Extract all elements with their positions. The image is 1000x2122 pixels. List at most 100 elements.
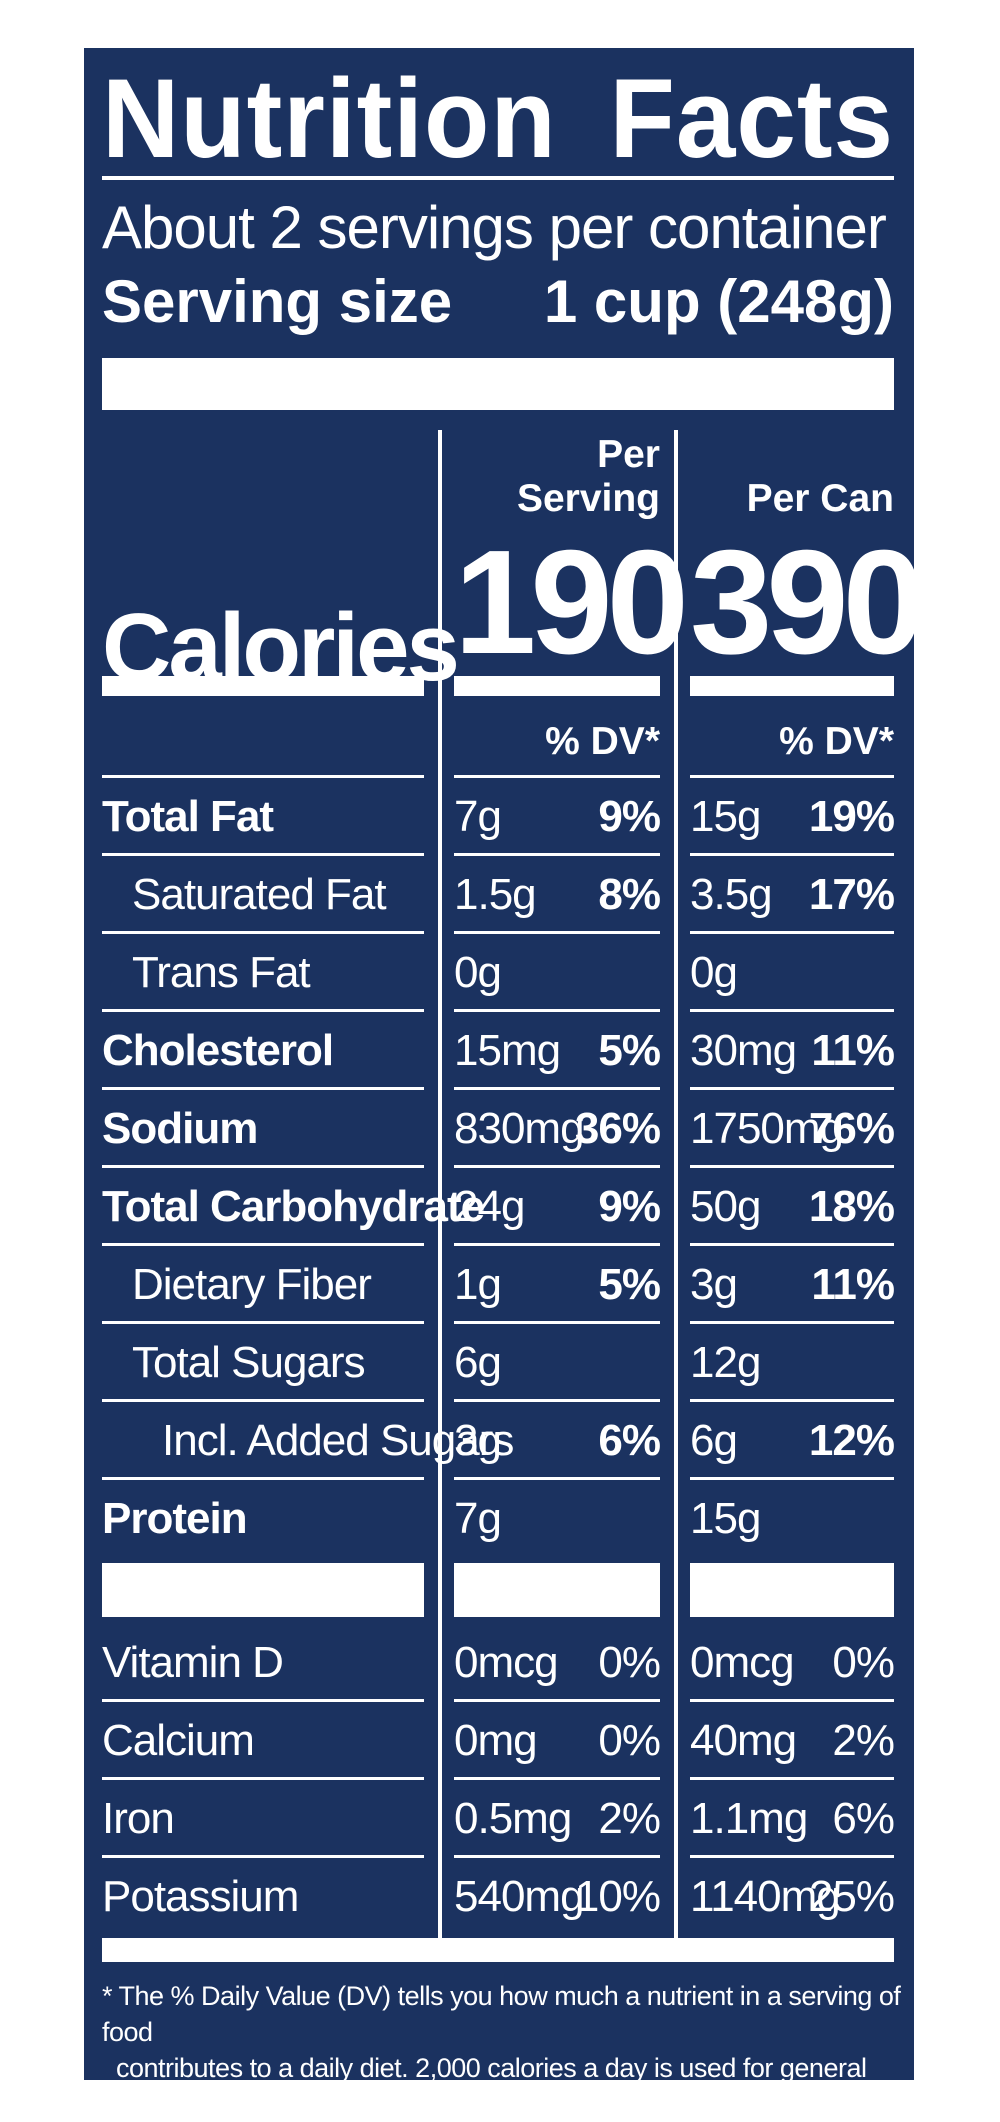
- serving-amount: 0g: [454, 948, 502, 997]
- row-divider: [690, 853, 894, 856]
- serving-dv: 0%: [598, 1716, 661, 1765]
- vitamin-name: Potassium: [102, 1872, 299, 1921]
- row-divider: [690, 1243, 894, 1246]
- can-amount: 1.1mg: [690, 1794, 808, 1843]
- serving-amount: 540mg: [454, 1872, 585, 1921]
- nutrient-name: Protein: [102, 1494, 248, 1543]
- can-amount: 3.5g: [690, 870, 773, 919]
- serving-amount: 7g: [454, 1494, 502, 1543]
- row-divider: [454, 1477, 660, 1480]
- row-divider: [454, 1087, 660, 1090]
- row-divider: [690, 1165, 894, 1168]
- can-dv: 12%: [808, 1416, 895, 1465]
- calories-bar-can: [690, 676, 894, 696]
- nutrient-row-total-carbohydrate: Total Carbohydrate 24g 9% 50g 18%: [84, 1168, 914, 1246]
- dv-header-can: % DV*: [779, 720, 894, 763]
- row-divider: [454, 1777, 660, 1780]
- row-divider: [102, 1165, 424, 1168]
- nutrient-name: Total Fat: [102, 792, 274, 841]
- per-can-header: Per Can: [746, 477, 894, 520]
- row-divider: [454, 1699, 660, 1702]
- row-divider: [690, 775, 894, 778]
- calories-bar-name: [102, 676, 424, 696]
- nutrition-facts-label: Nutrition Facts About 2 servings per con…: [84, 48, 925, 2119]
- per-serving-header: Per Serving: [454, 433, 660, 521]
- nutrient-row-trans-fat: Trans Fat 0g 0g: [84, 934, 914, 1012]
- servings-per-container: About 2 servings per container: [102, 194, 887, 261]
- vitamin-row-calcium: Calcium 0mg 0% 40mg 2%: [84, 1702, 914, 1780]
- row-divider: [690, 1087, 894, 1090]
- serving-size-value: 1 cup (248g): [543, 268, 894, 335]
- nutrient-row-total-fat: Total Fat 7g 9% 15g 19%: [84, 778, 914, 856]
- row-divider: [690, 1009, 894, 1012]
- row-divider: [454, 1855, 660, 1858]
- nutrient-row-protein: Protein 7g 15g: [84, 1480, 914, 1558]
- can-amount: 1140mg: [690, 1872, 841, 1921]
- nutrient-name: Total Sugars: [132, 1338, 366, 1387]
- can-dv: 11%: [811, 1260, 895, 1309]
- nutrient-row-cholesterol: Cholesterol 15mg 5% 30mg 11%: [84, 1012, 914, 1090]
- vitamin-row-iron: Iron 0.5mg 2% 1.1mg 6%: [84, 1780, 914, 1858]
- calories-per-serving: 190: [454, 520, 689, 685]
- title-word-facts: Facts: [609, 55, 894, 182]
- row-divider: [102, 1855, 424, 1858]
- row-divider: [690, 1855, 894, 1858]
- dv-header-serving: % DV*: [545, 720, 660, 763]
- vitamin-name: Iron: [102, 1794, 175, 1843]
- can-dv: 17%: [808, 870, 895, 919]
- row-divider: [102, 853, 424, 856]
- serving-size-label: Serving size: [102, 268, 453, 335]
- can-amount: 40mg: [690, 1716, 797, 1765]
- row-divider: [690, 1477, 894, 1480]
- nutrient-row-added-sugars: Incl. Added Sugars 3g 6% 6g 12%: [84, 1402, 914, 1480]
- row-divider: [690, 931, 894, 934]
- serving-amount: 3g: [454, 1416, 502, 1465]
- nutrient-name: Trans Fat: [132, 948, 311, 997]
- row-divider: [690, 1321, 894, 1324]
- can-dv: 76%: [808, 1104, 895, 1153]
- row-divider: [690, 1699, 894, 1702]
- nutrient-name: Dietary Fiber: [132, 1260, 372, 1309]
- row-divider: [454, 1165, 660, 1168]
- footnote-line1: * The % Daily Value (DV) tells you how m…: [102, 1981, 901, 2047]
- row-divider: [454, 1321, 660, 1324]
- serving-dv: 2%: [598, 1794, 661, 1843]
- row-divider: [102, 931, 424, 934]
- can-amount: 12g: [690, 1338, 761, 1387]
- column-divider-left: [438, 430, 442, 1938]
- can-amount: 3g: [690, 1260, 738, 1309]
- row-divider: [102, 1399, 424, 1402]
- nutrient-row-dietary-fiber: Dietary Fiber 1g 5% 3g 11%: [84, 1246, 914, 1324]
- nutrient-row-total-sugars: Total Sugars 6g 12g: [84, 1324, 914, 1402]
- serving-amount: 1g: [454, 1260, 502, 1309]
- can-amount: 30mg: [690, 1026, 797, 1075]
- row-divider: [102, 1243, 424, 1246]
- can-amount: 15g: [690, 1494, 761, 1543]
- per-serving-header-line1: Per: [597, 433, 660, 476]
- can-dv: 25%: [808, 1872, 895, 1921]
- serving-dv: 10%: [574, 1872, 661, 1921]
- nutrient-name: Total Carbohydrate: [102, 1182, 485, 1231]
- row-divider: [690, 1777, 894, 1780]
- serving-dv: 6%: [598, 1416, 661, 1465]
- label-title: Nutrition Facts: [102, 55, 894, 181]
- column-divider-right: [674, 430, 678, 1938]
- can-dv: 19%: [808, 792, 895, 841]
- serving-dv: 9%: [598, 1182, 661, 1231]
- row-divider: [102, 1321, 424, 1324]
- serving-size-row: Serving size 1 cup (248g): [102, 268, 894, 336]
- calories-bar-serving: [454, 676, 660, 696]
- can-amount: 0mcg: [690, 1638, 795, 1687]
- can-dv: 0%: [832, 1638, 895, 1687]
- can-dv: 2%: [832, 1716, 895, 1765]
- row-divider: [102, 1699, 424, 1702]
- thick-bar-vitamins-can: [690, 1563, 894, 1617]
- row-divider: [454, 1243, 660, 1246]
- thick-bar-vitamins-serving: [454, 1563, 660, 1617]
- can-amount: 1750mg: [690, 1104, 844, 1153]
- can-amount: 50g: [690, 1182, 761, 1231]
- thick-bar-bottom: [102, 1938, 894, 1962]
- nutrient-row-saturated-fat: Saturated Fat 1.5g 8% 3.5g 17%: [84, 856, 914, 934]
- can-amount: 6g: [690, 1416, 738, 1465]
- nutrient-name: Saturated Fat: [132, 870, 387, 919]
